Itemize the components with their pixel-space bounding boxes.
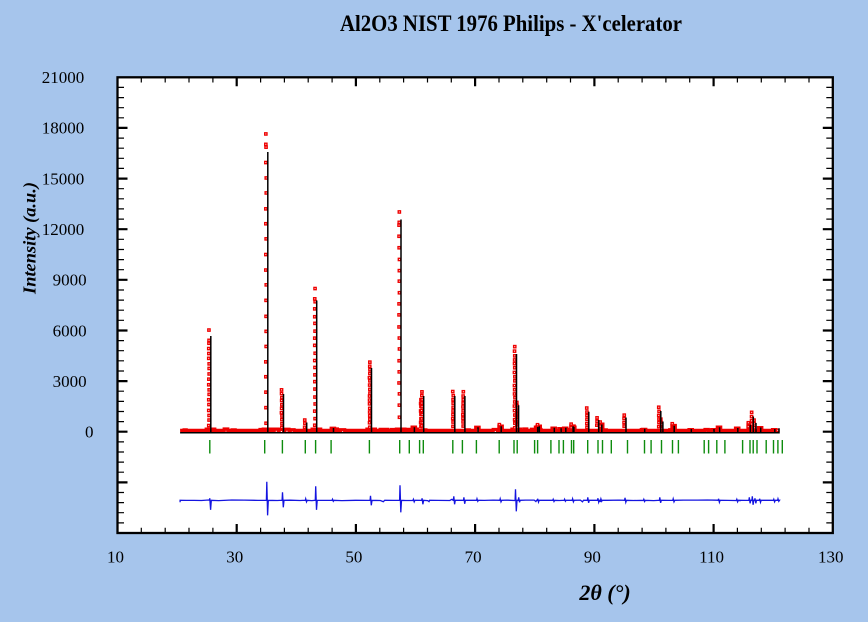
svg-text:6000: 6000 [53,321,87,340]
svg-text:10: 10 [107,548,124,567]
svg-text:2θ (°): 2θ (°) [578,580,630,605]
svg-text:21000: 21000 [42,68,85,87]
svg-text:110: 110 [699,548,724,567]
svg-text:Intensity (a.u.): Intensity (a.u.) [20,182,41,295]
svg-text:Al2O3 NIST 1976 Philips - X'ce: Al2O3 NIST 1976 Philips - X'celerator [340,11,682,37]
svg-text:90: 90 [584,548,601,567]
svg-text:50: 50 [345,548,362,567]
svg-text:18000: 18000 [42,119,85,138]
svg-text:30: 30 [226,548,243,567]
svg-text:3000: 3000 [53,372,87,391]
svg-text:15000: 15000 [42,169,85,188]
svg-text:12000: 12000 [42,220,85,239]
svg-text:130: 130 [818,548,844,567]
svg-text:0: 0 [85,423,94,442]
svg-text:70: 70 [465,548,482,567]
svg-text:9000: 9000 [53,271,87,290]
